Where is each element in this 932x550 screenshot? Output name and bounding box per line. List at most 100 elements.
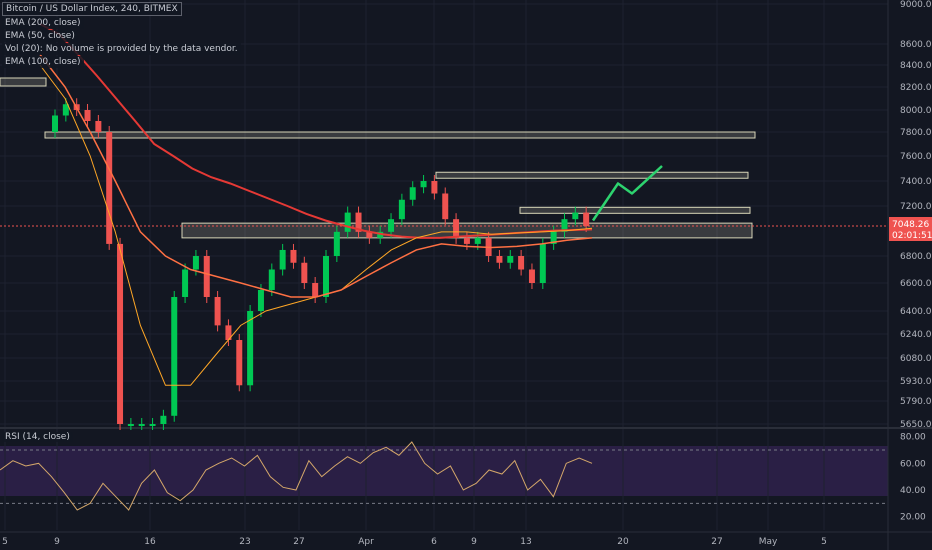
rsi-tick-label: 60.00 [900,459,926,469]
candle-body [507,256,514,263]
candle-body [409,187,416,200]
time-tick-label: 20 [617,537,629,547]
time-tick-label: Apr [358,537,374,547]
time-tick-label: 9 [54,537,60,547]
legend-ema200[interactable]: EMA (200, close) [2,17,84,29]
time-tick-label: 16 [144,537,156,547]
price-tick-label: 5930.00 [900,377,932,387]
time-tick-label: 5 [821,537,827,547]
time-tick-label: 27 [293,537,304,547]
candle-body [431,181,438,194]
candle-body [106,132,113,244]
candle-body [160,415,167,424]
price-tick-label: 7200.00 [900,202,932,212]
price-tick-label: 8400.00 [900,61,932,71]
candle-body [323,256,329,297]
price-tick-label: 6240.00 [900,330,932,340]
rsi-tick-label: 80.00 [900,433,926,443]
resistance-zone [519,206,751,214]
rsi-tick-label: 20.00 [900,513,926,523]
price-tick-label: 9000.00 [900,0,932,10]
candle-body [496,256,503,263]
price-tick-label: 6800.00 [900,252,932,262]
chart-legend: Bitcoin / US Dollar Index, 240, BITMEX E… [2,2,241,69]
price-tick-label: 8000.00 [900,106,932,116]
price-tick-label: 8600.00 [900,40,932,50]
price-tag-countdown: 02:01:51 [892,231,932,241]
rsi-tick-label: 40.00 [900,486,926,496]
resistance-zone [435,171,749,179]
candle-body [247,311,254,386]
projection-path [591,165,663,222]
candle-body [236,340,243,386]
candle-body [442,193,449,220]
candle-body [268,269,275,290]
candle-body [182,269,189,297]
candle-body [420,181,427,188]
time-tick-label: 23 [239,537,250,547]
price-tick-label: 6600.00 [900,279,932,289]
price-tick-label: 5650.00 [900,420,932,430]
candle-body [453,219,460,238]
candle-body [355,212,362,232]
price-tick-label: 8200.00 [900,83,932,93]
candle-body [312,283,319,297]
candle-body [550,231,557,244]
candle-body [463,237,470,244]
price-tick-label: 6400.00 [900,307,932,317]
candle-body [518,256,525,270]
candle-body [366,231,373,238]
candle-body [117,243,124,424]
time-tick-label: 5 [2,537,8,547]
legend-ema100[interactable]: EMA (100, close) [2,56,84,68]
price-tag [889,217,932,241]
legend-vol[interactable]: Vol (20): No volume is provided by the d… [2,43,241,55]
candle-body [127,424,134,426]
price-tick-label: 7600.00 [900,152,932,162]
candle-body [192,256,199,270]
time-tick-label: 6 [431,537,437,547]
candle-body [474,237,481,244]
candle-body [214,297,221,326]
candle-body [138,424,145,426]
candle-body [257,290,264,311]
candle-body [84,110,91,121]
rsi-band-fill [0,446,888,496]
time-tick-label: 9 [471,537,477,547]
candle-body [572,212,579,220]
price-tick-label: 5790.00 [900,397,932,407]
rsi-legend[interactable]: RSI (14, close) [2,432,73,442]
price-tick-label: 6080.00 [900,354,932,364]
candle-body [539,243,546,283]
candle-body [333,231,340,256]
time-tick-label: 13 [520,537,531,547]
legend-symbol[interactable]: Bitcoin / US Dollar Index, 240, BITMEX [2,2,182,16]
candle-body [290,249,297,263]
rsi-line [0,441,593,511]
candle-body [149,424,156,426]
candle-body [62,104,69,116]
price-tick-label: 7800.00 [900,128,932,138]
candle-body [388,219,395,232]
candle-body [279,249,286,270]
legacy-zone [0,77,47,87]
price-tick-label: 7400.00 [900,177,932,187]
candle-body [528,269,535,283]
resistance-zone [44,131,756,139]
time-tick-label: 27 [711,537,722,547]
candle-body [344,212,351,232]
candle-body [301,262,308,283]
price-tag-value: 7048.26 [892,220,929,230]
candle-body [225,325,232,340]
time-tick-label: May [759,537,778,547]
candle-body [52,115,58,132]
legend-ema50[interactable]: EMA (50, close) [2,30,78,42]
ema100-line [39,54,593,298]
candle-body [203,256,210,297]
candle-body [561,219,568,232]
candle-body [95,121,102,132]
candle-body [583,212,590,227]
candle-body [171,297,178,416]
candle-body [377,231,384,238]
